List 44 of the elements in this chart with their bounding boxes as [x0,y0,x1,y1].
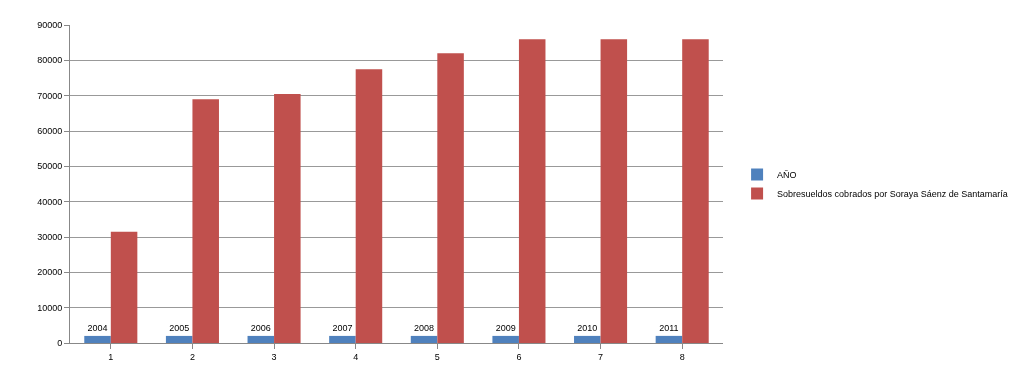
data-label: 2005 [169,322,190,333]
bar [682,39,709,343]
y-tick-label: 40000 [37,196,63,207]
data-label: 2004 [87,322,108,333]
x-tick-label: 2 [189,351,195,362]
bar [110,231,138,343]
x-tick-label: 4 [353,351,359,362]
data-label: 2008 [414,322,435,333]
bar [600,39,628,343]
x-tick-label: 5 [434,351,440,362]
x-tick-label: 1 [108,351,114,362]
bar [84,335,111,343]
bar [274,93,301,343]
legend-label: Sobresueldos cobrados por Soraya Sáenz de Santamaría [777,189,1008,200]
y-tick-label: 90000 [37,20,63,31]
bar [437,53,464,343]
data-label: 2009 [495,322,516,333]
bar [410,335,438,343]
bar [655,335,683,343]
bar [492,335,519,343]
y-tick-label: 60000 [37,126,63,137]
data-label: 2007 [332,322,353,333]
bar [355,69,383,343]
bar [518,39,546,343]
bar [192,99,219,343]
x-tick-label: 3 [271,351,277,362]
x-tick-label: 7 [598,351,604,362]
y-tick-label: 80000 [37,55,63,66]
x-tick-label: 8 [679,351,685,362]
y-tick-label: 50000 [37,161,63,172]
bar [329,335,356,343]
data-label: 2011 [659,322,679,333]
data-label: 2006 [250,322,271,333]
y-tick-label: 30000 [37,232,63,243]
y-tick-label: 20000 [37,267,63,278]
bar [247,335,275,343]
data-label: 2010 [577,322,598,333]
y-tick-label: 0 [57,338,63,349]
y-tick-label: 10000 [37,302,63,313]
bar [165,335,193,343]
x-tick-label: 6 [516,351,522,362]
y-tick-label: 70000 [37,90,63,101]
legend-label: AÑO [777,170,797,181]
bar [574,335,601,343]
